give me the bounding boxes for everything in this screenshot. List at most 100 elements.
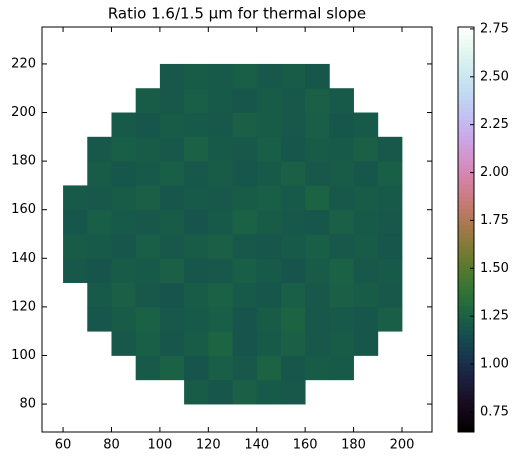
heatmap-cell bbox=[329, 136, 354, 162]
colorbar-segment bbox=[458, 225, 474, 230]
colorbar-segment bbox=[458, 120, 474, 125]
heatmap-cell bbox=[135, 136, 161, 162]
colorbar-segment bbox=[458, 241, 474, 247]
heatmap-cell bbox=[232, 63, 258, 89]
heatmap-cell bbox=[159, 331, 185, 356]
heatmap-cell bbox=[329, 88, 354, 113]
heatmap-cell bbox=[256, 185, 282, 211]
heatmap-cell bbox=[305, 355, 330, 381]
heatmap-cell bbox=[111, 258, 137, 283]
heatmap-cell bbox=[329, 209, 354, 235]
heatmap-cell bbox=[329, 161, 354, 186]
x-tick-label: 80 bbox=[103, 438, 120, 453]
colorbar-segment bbox=[458, 403, 474, 409]
heatmap-cell bbox=[305, 209, 330, 235]
heatmap-cell bbox=[232, 161, 258, 186]
x-tick-label: 200 bbox=[390, 438, 415, 453]
heatmap-cell bbox=[111, 161, 137, 186]
heatmap-cell bbox=[208, 63, 233, 89]
colorbar-segment bbox=[458, 270, 474, 275]
heatmap-cell bbox=[280, 136, 306, 162]
colorbar-segment bbox=[458, 197, 474, 202]
colorbar-segment bbox=[458, 314, 474, 320]
colorbar-segment bbox=[458, 391, 474, 397]
heatmap-cell bbox=[256, 161, 282, 186]
heatmap-cell bbox=[232, 185, 258, 211]
heatmap-cell bbox=[305, 88, 330, 113]
colorbar-segment bbox=[458, 253, 474, 259]
heatmap-cell bbox=[353, 161, 379, 186]
heatmap-cell bbox=[159, 355, 185, 381]
colorbar-segment bbox=[458, 108, 474, 113]
heatmap-cell bbox=[135, 185, 161, 211]
heatmap-cell bbox=[256, 282, 282, 308]
heatmap-cell bbox=[159, 233, 185, 259]
colorbar-segment bbox=[458, 282, 474, 287]
heatmap-cell bbox=[256, 88, 282, 113]
colorbar-segment bbox=[458, 103, 474, 109]
colorbar-tick-label: 1.00 bbox=[480, 357, 509, 372]
heatmap-cell bbox=[329, 355, 354, 381]
y-tick-label: 80 bbox=[19, 397, 36, 412]
heatmap-cell bbox=[135, 355, 161, 381]
heatmap-cell bbox=[184, 63, 209, 89]
heatmap-cell bbox=[184, 355, 209, 381]
heatmap-cell bbox=[377, 282, 403, 308]
heatmap-cell bbox=[111, 112, 137, 138]
heatmap-cell bbox=[159, 88, 185, 113]
colorbar-segment bbox=[458, 201, 474, 206]
colorbar-segment bbox=[458, 156, 474, 162]
colorbar-segment bbox=[458, 274, 474, 279]
heatmap-cell bbox=[353, 209, 379, 235]
y-tick-label: 200 bbox=[11, 105, 36, 120]
colorbar-segment bbox=[458, 116, 474, 121]
heatmap-cell bbox=[329, 306, 354, 332]
heatmap-cell bbox=[208, 88, 233, 113]
heatmap-cell bbox=[159, 112, 185, 138]
heatmap-cell bbox=[232, 355, 258, 381]
heatmap-cell bbox=[111, 233, 137, 259]
heatmap-cell bbox=[111, 209, 137, 235]
heatmap-cell bbox=[111, 282, 137, 308]
heatmap-cell bbox=[87, 306, 112, 332]
colorbar-segment bbox=[458, 35, 474, 40]
colorbar-segment bbox=[458, 67, 474, 73]
heatmap-cell bbox=[232, 112, 258, 138]
heatmap-cell bbox=[159, 185, 185, 211]
heatmap-cell bbox=[329, 331, 354, 356]
colorbar-segment bbox=[458, 152, 474, 158]
heatmap-cell bbox=[159, 282, 185, 308]
chart-title: Ratio 1.6/1.5 µm for thermal slope bbox=[108, 5, 366, 23]
colorbar-segment bbox=[458, 261, 474, 267]
colorbar-segment bbox=[458, 189, 474, 194]
colorbar-segment bbox=[458, 399, 474, 405]
y-tick-label: 160 bbox=[11, 202, 36, 217]
heatmap-cell bbox=[256, 136, 282, 162]
heatmap-cell bbox=[353, 112, 379, 138]
heatmap-cell bbox=[184, 306, 209, 332]
heatmap-cell bbox=[87, 282, 112, 308]
heatmap-cell bbox=[208, 258, 233, 283]
colorbar-segment bbox=[458, 338, 474, 344]
heatmap-cell bbox=[232, 306, 258, 332]
heatmap-cell bbox=[280, 209, 306, 235]
heatmap-cell bbox=[329, 185, 354, 211]
colorbar-segment bbox=[458, 229, 474, 235]
colorbar-segment bbox=[458, 43, 474, 48]
colorbar-segment bbox=[458, 363, 474, 368]
colorbar-segment bbox=[458, 302, 474, 307]
heatmap-cell bbox=[184, 161, 209, 186]
x-tick-label: 100 bbox=[147, 438, 172, 453]
heatmap-cell bbox=[184, 209, 209, 235]
heatmap-cell bbox=[159, 258, 185, 283]
heatmap-cell bbox=[280, 161, 306, 186]
heatmap-cell bbox=[184, 88, 209, 113]
heatmap-cell bbox=[377, 185, 403, 211]
heatmap-cell bbox=[208, 355, 233, 381]
colorbar-segment bbox=[458, 95, 474, 101]
colorbar-segment bbox=[458, 217, 474, 222]
colorbar-segment bbox=[458, 419, 474, 425]
heatmap-cell bbox=[305, 112, 330, 138]
